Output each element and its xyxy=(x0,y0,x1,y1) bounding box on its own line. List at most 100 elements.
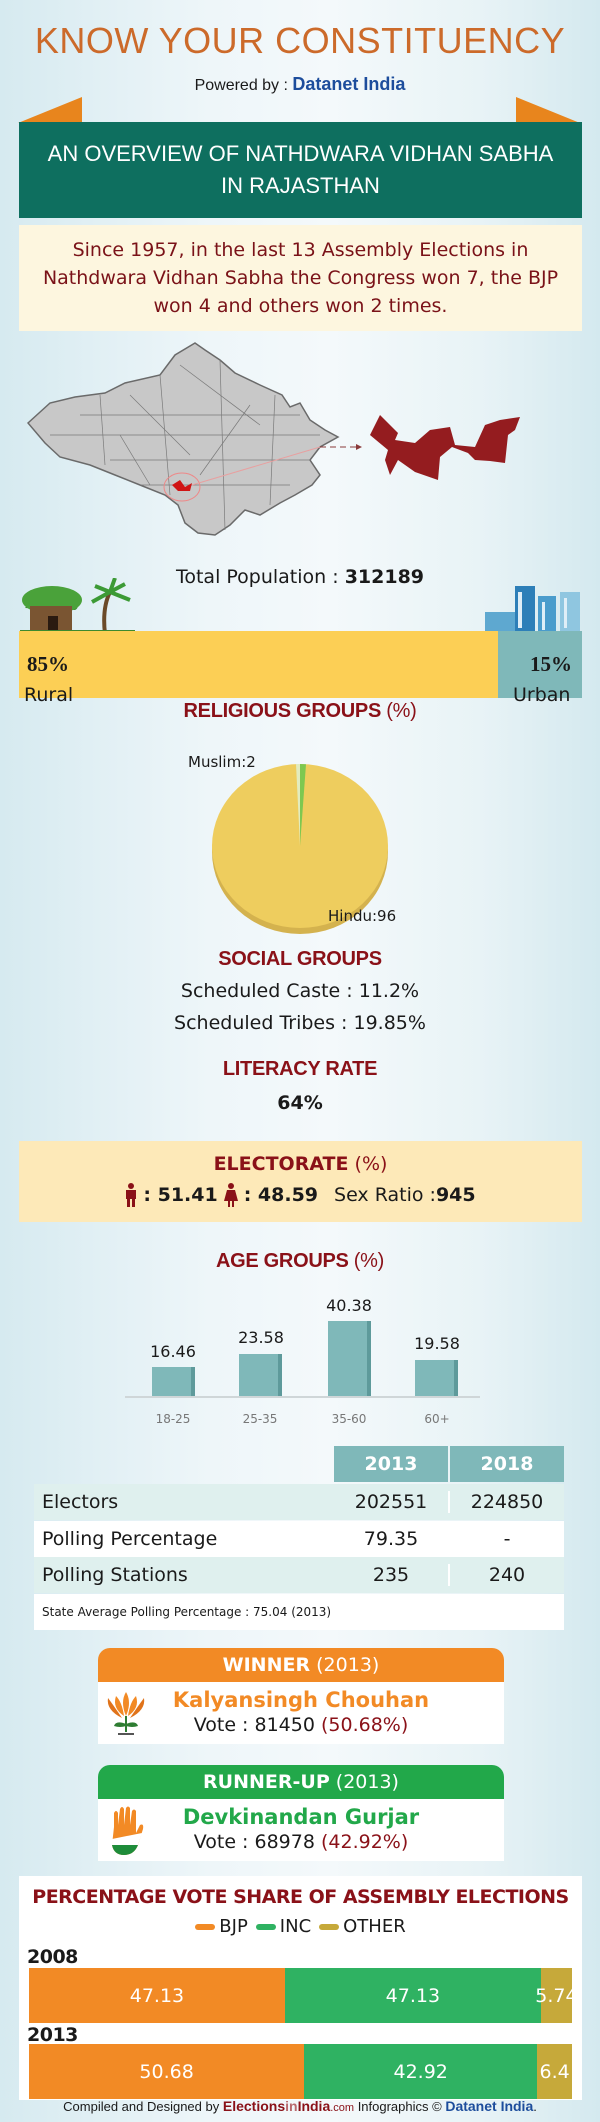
header-2018: 2018 xyxy=(450,1446,564,1482)
footer-suffix: . xyxy=(533,2099,537,2114)
religious-unit: (%) xyxy=(380,700,417,722)
table-row-polling-stations: Polling Stations 235 240 xyxy=(34,1557,564,1593)
year-2013-label: 2013 xyxy=(27,2024,78,2046)
cell-2018: - xyxy=(503,1528,511,1550)
winner-heading: WINNER (2013) xyxy=(98,1648,504,1682)
site-part: .com xyxy=(330,2102,355,2114)
runner-up-name: Devkinandan Gurjar xyxy=(182,1805,420,1829)
rural-segment: 85% xyxy=(19,631,498,698)
age-unit: (%) xyxy=(348,1250,385,1272)
header-2013: 2013 xyxy=(334,1446,448,1482)
cell-2013: 235 xyxy=(334,1564,450,1586)
legend-label: INC xyxy=(279,1916,312,1937)
religious-groups-title: RELIGIOUS GROUPS (%) xyxy=(0,700,600,723)
age-title-text: AGE GROUPS xyxy=(215,1250,349,1272)
ribbon-fold-right xyxy=(516,97,580,123)
bjp-lotus-icon xyxy=(107,1692,145,1735)
rural-label: Rural xyxy=(24,684,74,706)
winner-heading-text: WINNER xyxy=(222,1654,311,1676)
year-2008-label: 2008 xyxy=(27,1946,78,1968)
ribbon-fold-left xyxy=(18,97,82,123)
vote-share-section: PERCENTAGE VOTE SHARE OF ASSEMBLY ELECTI… xyxy=(19,1876,582,2100)
religion-pie-chart xyxy=(212,764,388,934)
scheduled-caste: Scheduled Caste : 11.2% xyxy=(180,980,420,1002)
inc-swatch-icon xyxy=(255,1924,276,1930)
urban-building-icon xyxy=(485,586,580,634)
stack-2008: 47.13 47.13 5.74 xyxy=(29,1968,578,2023)
social-groups-title: SOCIAL GROUPS xyxy=(218,948,382,970)
footer-prefix: Compiled and Designed by xyxy=(63,2099,223,2114)
site-part: India xyxy=(297,2098,331,2114)
table-row-polling-percentage: Polling Percentage 79.35 - xyxy=(34,1521,564,1557)
runner-up-heading: RUNNER-UP (2013) xyxy=(98,1765,504,1799)
runner-up-vote: Vote : 68978 (42.92%) xyxy=(98,1831,504,1853)
runner-up-body: Devkinandan Gurjar Vote : 68978 (42.92%) xyxy=(98,1799,504,1861)
election-summary: Since 1957, in the last 13 Assembly Elec… xyxy=(19,225,582,331)
bjp-swatch-icon xyxy=(195,1924,216,1930)
bar-60-plus xyxy=(415,1360,458,1396)
male-icon xyxy=(126,1183,137,1207)
cell-2013: 202551 xyxy=(334,1491,450,1513)
population-label: Total Population : xyxy=(175,566,345,588)
overview-banner: AN OVERVIEW OF NATHDWARA VIDHAN SABHA IN… xyxy=(19,122,582,218)
bar-category: 60+ xyxy=(424,1412,450,1426)
row-label: Polling Percentage xyxy=(42,1528,218,1550)
age-bar-chart: 16.46 18-25 23.58 25-35 40.38 35-60 19.5… xyxy=(125,1296,480,1430)
electorate-row: : 51.41 : 48.59 Sex Ratio : 945 xyxy=(19,1183,582,1207)
seg-inc-2013: 42.92 xyxy=(304,2044,538,2099)
seg-other-2013: 6.4 xyxy=(537,2044,572,2099)
urban-segment: 15% xyxy=(497,631,582,698)
stack-2013: 50.68 42.92 6.4 xyxy=(29,2044,572,2099)
table-row-electors: Electors 202551 224850 xyxy=(34,1484,564,1520)
powered-by-label: Powered by : xyxy=(194,77,293,94)
male-pct: : 51.41 xyxy=(143,1184,218,1206)
footer-middle: Infographics © xyxy=(354,2099,446,2114)
electorate-title-text: ELECTORATE xyxy=(213,1153,349,1175)
legend-other: OTHER xyxy=(319,1916,406,1937)
bar-value: 23.58 xyxy=(238,1328,284,1347)
datanet-brand: Datanet India xyxy=(292,74,406,94)
literacy-title: LITERACY RATE xyxy=(222,1058,378,1080)
legend-bjp: BJP xyxy=(195,1916,248,1937)
electorate-box: ELECTORATE (%) : 51.41 : 48.59 Sex Ratio… xyxy=(19,1141,582,1222)
footer-credits: Compiled and Designed by ElectionsinIndi… xyxy=(0,2098,600,2114)
vote-share-title: PERCENTAGE VOTE SHARE OF ASSEMBLY ELECTI… xyxy=(32,1886,569,1908)
other-swatch-icon xyxy=(319,1924,340,1930)
winner-vote-pct: (50.68%) xyxy=(320,1714,409,1736)
legend-inc: INC xyxy=(255,1916,312,1937)
bar-value: 40.38 xyxy=(326,1296,372,1315)
constituency-map xyxy=(20,335,580,560)
electorate-title: ELECTORATE (%) xyxy=(19,1153,582,1175)
legend-label: BJP xyxy=(219,1916,248,1937)
runner-up-heading-text: RUNNER-UP xyxy=(203,1771,330,1793)
cell-2018: 240 xyxy=(488,1564,526,1586)
vote-share-legend: BJP INC OTHER xyxy=(19,1916,582,1937)
datanet-footer-brand[interactable]: Datanet India xyxy=(445,2098,534,2114)
winner-year: (2013) xyxy=(310,1654,380,1676)
bar-category: 35-60 xyxy=(331,1412,367,1426)
runner-up-year: (2013) xyxy=(329,1771,399,1793)
row-label: Electors xyxy=(42,1491,119,1513)
bar-category: 18-25 xyxy=(155,1412,191,1426)
legend-label: OTHER xyxy=(343,1916,406,1937)
runner-up-vote-count: Vote : 68978 xyxy=(193,1831,321,1853)
x-axis xyxy=(125,1396,480,1398)
runner-up-vote-pct: (42.92%) xyxy=(320,1831,409,1853)
bar-value: 19.58 xyxy=(414,1334,460,1353)
seg-inc-2008: 47.13 xyxy=(284,1968,541,2023)
row-label: Polling Stations xyxy=(42,1564,188,1586)
main-title: KNOW YOUR CONSTITUENCY xyxy=(34,20,566,61)
religious-title-text: RELIGIOUS GROUPS xyxy=(183,700,382,722)
winner-vote: Vote : 81450 (50.68%) xyxy=(98,1714,504,1736)
winner-vote-count: Vote : 81450 xyxy=(193,1714,321,1736)
age-groups-title: AGE GROUPS (%) xyxy=(0,1250,600,1273)
state-average-note: State Average Polling Percentage : 75.04… xyxy=(34,1594,564,1630)
population-value: 312189 xyxy=(344,566,425,588)
population-bar: 85% 15% xyxy=(19,631,582,698)
winner-name: Kalyansingh Chouhan xyxy=(172,1688,430,1712)
powered-by: Powered by : Datanet India xyxy=(0,74,600,95)
site-part: in xyxy=(285,2098,298,2114)
electionsinindia-link[interactable]: ElectionsinIndia.com xyxy=(223,2098,354,2114)
urban-label: Urban xyxy=(513,684,571,706)
bar-18-25 xyxy=(152,1367,195,1396)
